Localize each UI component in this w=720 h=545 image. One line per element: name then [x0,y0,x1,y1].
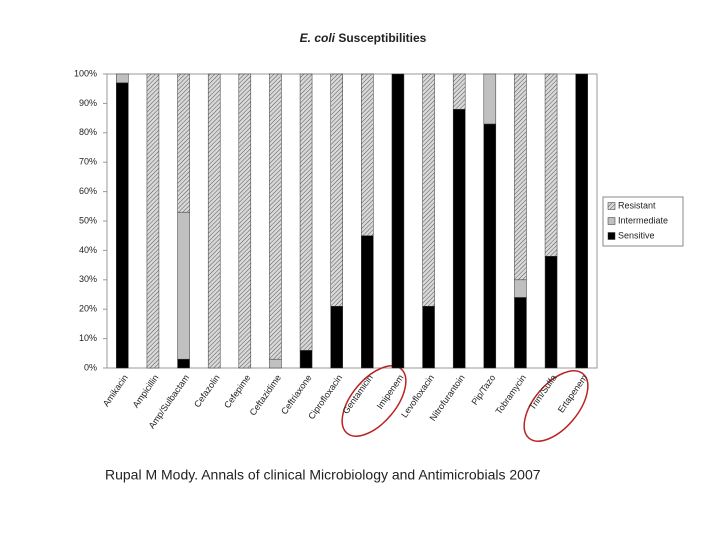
y-tick-label: 40% [79,245,97,255]
bar-segment [269,358,282,369]
legend-swatch [607,217,616,225]
x-tick-label: Ceftazidime [248,373,283,418]
bar-segment [452,109,466,369]
bar-segment [238,73,252,369]
y-tick-label: 60% [79,186,97,196]
x-tick-label: Cefepime [222,373,252,410]
x-tick-label: Trim/Sulfa [527,373,559,412]
title-italic: E. coli [300,31,336,45]
bar-segment [177,73,190,213]
y-tick-label: 100% [74,68,97,78]
legend-label: Resistant [618,200,656,210]
bar-segment [575,73,588,369]
legend-label: Intermediate [618,215,668,225]
x-tick-label: Pip/Tazo [469,373,497,407]
bar-segment [299,73,313,351]
y-tick-label: 10% [79,333,97,343]
bar-segment [299,350,313,369]
legend-box [602,196,684,247]
bar-segment [422,73,435,307]
bar-segment [146,73,160,369]
bar-segment [452,73,466,110]
y-tick-label: 30% [79,274,97,284]
bar-segment [116,82,129,369]
bar-segment [483,73,497,125]
y-tick-label: 50% [79,215,97,225]
bar-segment [544,73,558,257]
legend-swatch [607,232,616,240]
bar-segment [514,73,527,281]
citation: Rupal M Mody. Annals of clinical Microbi… [105,467,541,483]
bar-segment [116,73,129,84]
legend-swatch [607,202,616,210]
x-tick-label: Tobramycin [493,373,528,416]
title: Susceptibilities [338,31,426,45]
legend-label: Sensitive [618,230,655,240]
bar-segment [514,297,527,369]
x-tick-label: Cefazolin [192,373,222,409]
bar-segment [269,73,282,360]
bar-segment [422,306,435,369]
bar-segment [514,279,527,298]
bar-segment [177,358,190,369]
x-tick-label: Imipenem [375,373,406,411]
y-tick-label: 90% [79,98,97,108]
highlight-circle [523,370,589,442]
y-tick-label: 80% [79,127,97,137]
y-tick-label: 0% [84,362,97,372]
bar-segment [391,73,405,369]
highlight-circle [341,365,407,437]
bar-segment [330,306,343,369]
x-tick-label: Ertapenem [556,373,589,415]
y-tick-label: 70% [79,157,97,167]
y-tick-label: 20% [79,304,97,314]
x-tick-label: Gentamicin [341,373,375,416]
chart-title: E. coli Susceptibilities [300,31,427,45]
bar-segment [544,256,558,369]
x-tick-label: Ampicillin [131,373,161,410]
bar-segment [361,73,374,236]
bar-segment [330,73,343,307]
bar-segment [177,211,190,360]
bar-segment [483,123,497,369]
bar-segment [207,73,221,369]
x-tick-label: Ceftriaxone [279,373,314,416]
x-tick-label: Amikacin [101,373,130,409]
bar-segment [361,235,374,369]
